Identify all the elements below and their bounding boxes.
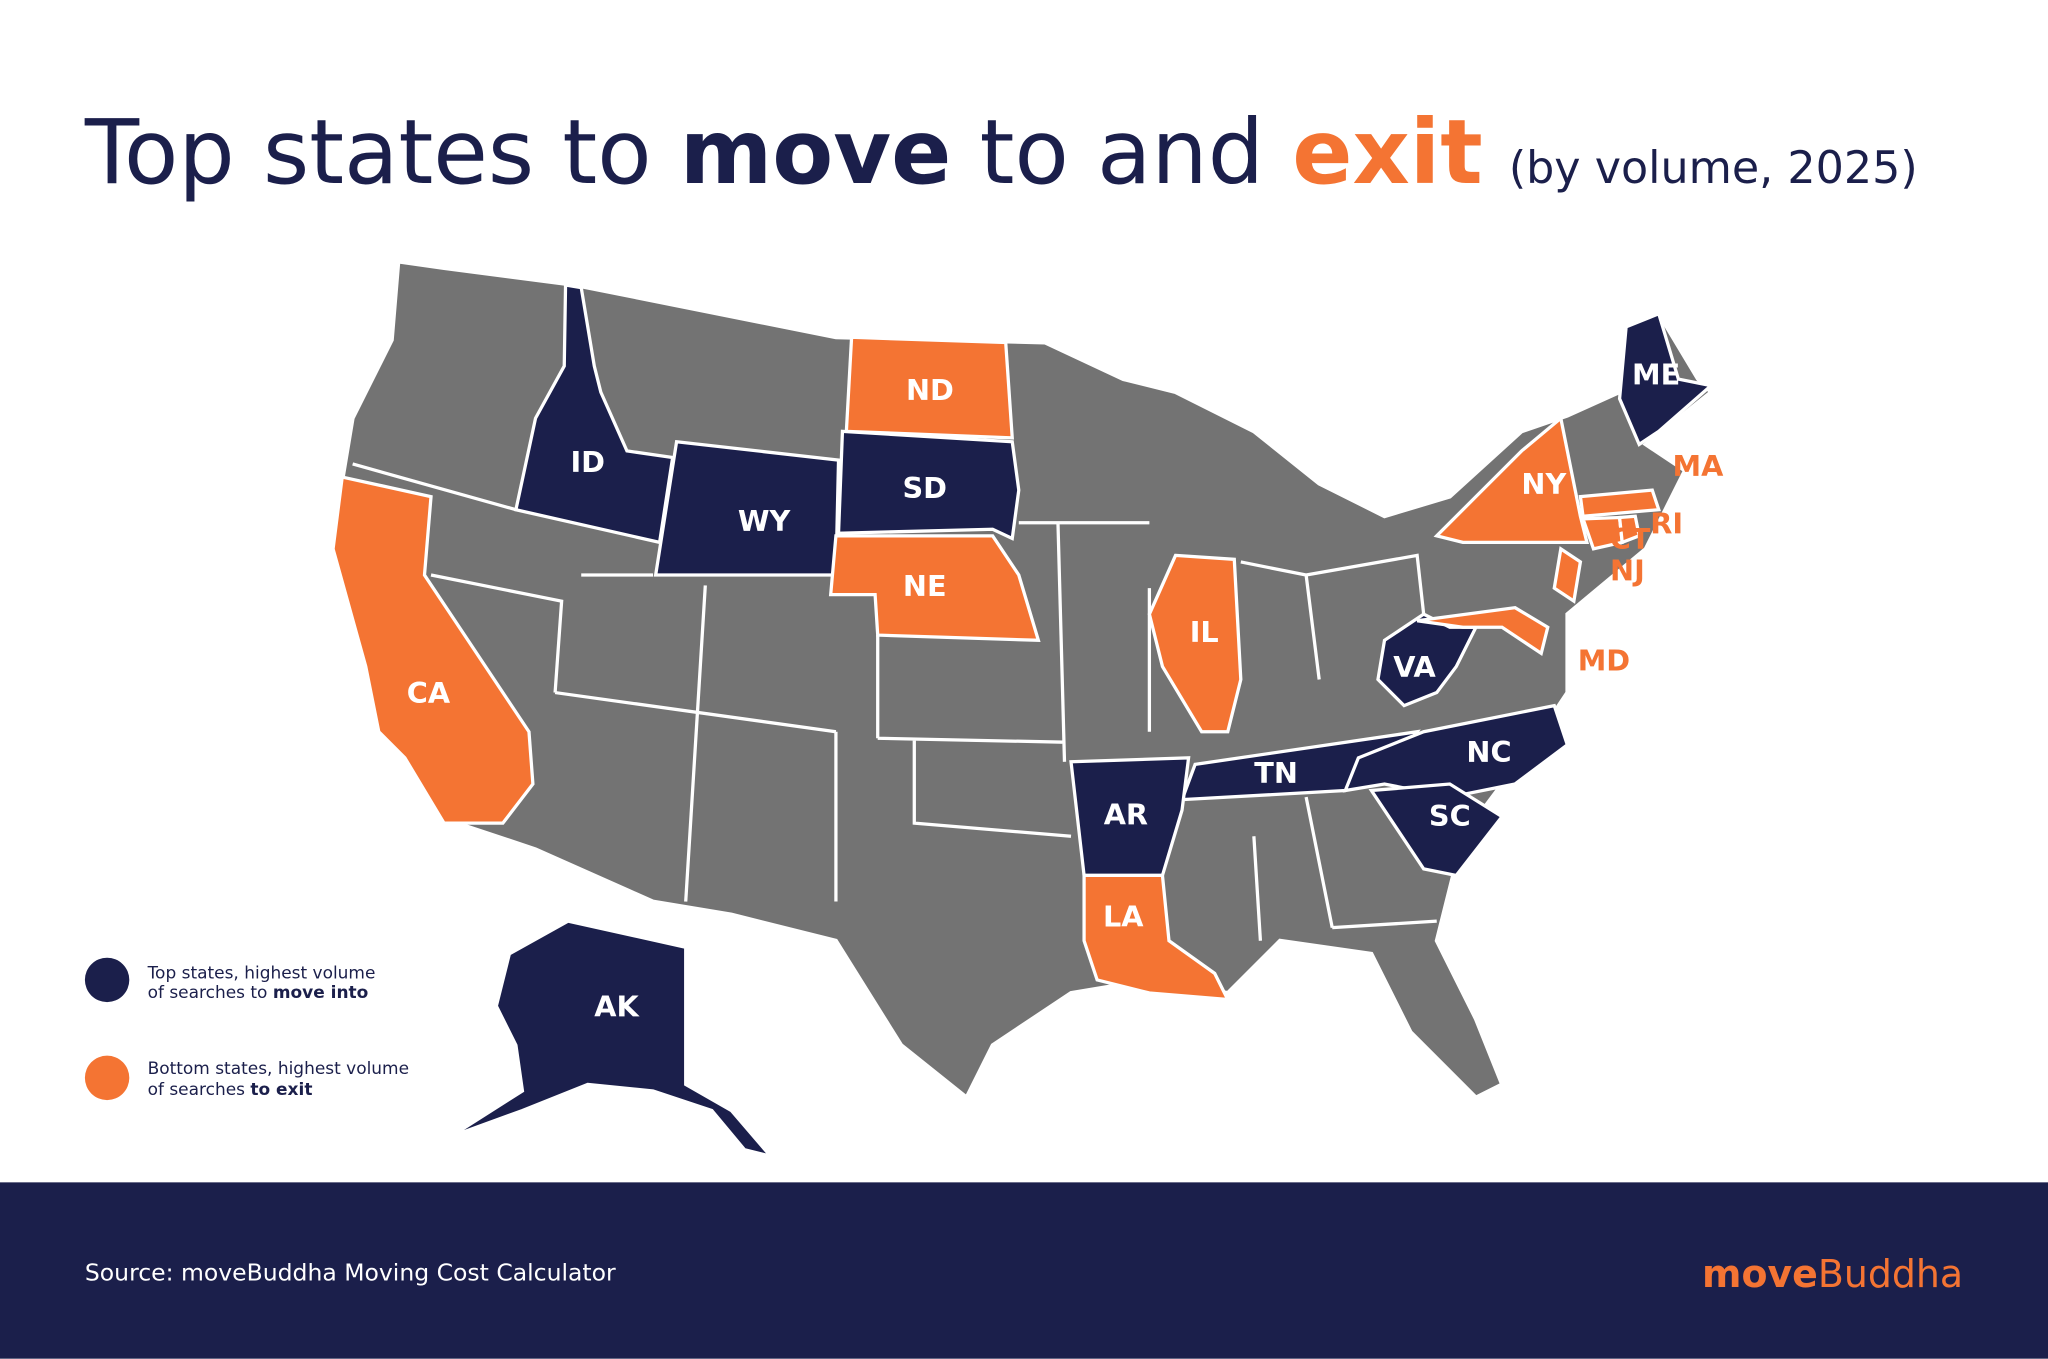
legend-text: Top states, highest volume <box>147 964 376 984</box>
state-label: CA <box>407 676 451 710</box>
state-shape <box>1147 553 1243 734</box>
states <box>331 283 1715 1160</box>
state-shape <box>1368 782 1505 878</box>
state-shape <box>331 475 535 825</box>
state-label: NE <box>903 569 947 603</box>
logo-part: Buddha <box>1818 1252 1963 1296</box>
state-shape <box>1416 605 1550 657</box>
state-label: RI <box>1650 506 1683 540</box>
state-label: WY <box>738 504 792 538</box>
state-shape <box>1069 756 1191 878</box>
legend-text: of searches <box>148 1080 251 1100</box>
title-part: exit <box>1292 101 1482 204</box>
state-shape <box>1617 311 1715 447</box>
state-borders <box>352 462 1437 941</box>
state-shape <box>1578 488 1661 518</box>
legend-text: of searches to <box>148 983 273 1003</box>
state-label: ME <box>1632 357 1680 391</box>
state-label: NY <box>1521 467 1567 501</box>
legend-text: to exit <box>250 1080 312 1100</box>
legend-text: of searches to exit <box>148 1080 313 1100</box>
state-label: MA <box>1673 449 1725 483</box>
source: Source: moveBuddha Moving Cost Calculato… <box>85 1258 616 1286</box>
footer <box>0 1182 2048 1359</box>
state-label: MD <box>1578 644 1630 678</box>
legend-text: move into <box>273 983 368 1003</box>
logo: moveBuddha <box>1702 1252 1963 1296</box>
state-shape <box>1552 546 1583 604</box>
state-shape <box>828 534 1041 643</box>
legend-text: of searches to move into <box>148 983 369 1003</box>
state-shape <box>844 335 1014 440</box>
title-part: to and <box>951 101 1292 204</box>
state-shape <box>1617 514 1642 545</box>
title-note: (by volume, 2025) <box>1509 143 1918 194</box>
state-shape <box>449 919 776 1160</box>
state-label: VA <box>1393 650 1436 684</box>
state-label: TN <box>1254 756 1298 790</box>
legend-swatch <box>84 957 130 1003</box>
state-shape <box>1082 873 1231 1002</box>
state-label: SC <box>1429 799 1471 833</box>
state-label: ND <box>906 373 954 407</box>
state-label: NJ <box>1610 553 1645 587</box>
logo-part: move <box>1702 1252 1818 1296</box>
state-label: AR <box>1104 798 1148 832</box>
state-label: ID <box>570 445 605 479</box>
state-label: NC <box>1466 735 1511 769</box>
state-label: LA <box>1103 900 1144 934</box>
state-shape <box>1342 703 1570 799</box>
state-label: IL <box>1190 615 1219 649</box>
state-label: CT <box>1610 522 1651 556</box>
title-part: move <box>680 101 952 204</box>
state-shape <box>836 429 1021 541</box>
title: Top states to move to and exit (by volume… <box>84 101 1918 204</box>
state-label: AK <box>594 990 640 1024</box>
state-shape <box>1433 415 1590 544</box>
state-label: SD <box>902 471 947 505</box>
title-part: Top states to <box>84 101 680 204</box>
legend-text: Bottom states, highest volume <box>148 1059 409 1079</box>
legend-swatch <box>84 1055 130 1101</box>
